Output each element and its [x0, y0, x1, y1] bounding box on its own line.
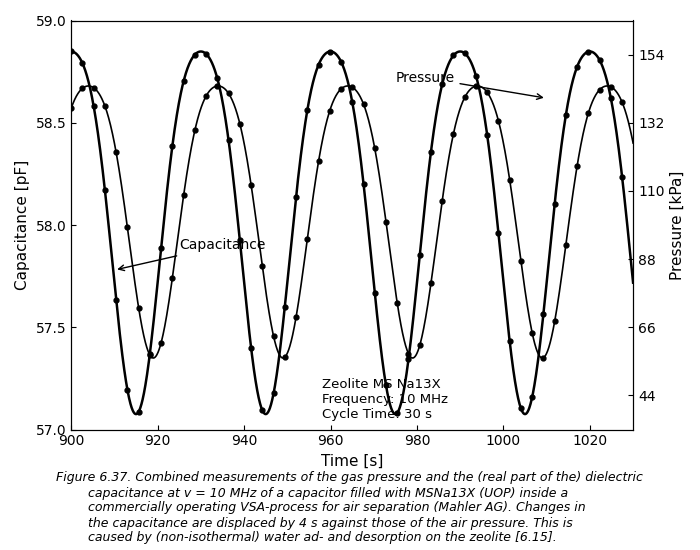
Text: Zeolite MS Na13X
Frequency: 10 MHz
Cycle Time: 30 s: Zeolite MS Na13X Frequency: 10 MHz Cycle… — [322, 378, 448, 421]
Y-axis label: Capacitance [pF]: Capacitance [pF] — [15, 160, 30, 290]
Text: Figure 6.37. Combined measurements of the gas pressure and the (real part of the: Figure 6.37. Combined measurements of th… — [56, 471, 643, 544]
Text: Pressure: Pressure — [395, 71, 542, 100]
X-axis label: Time [s]: Time [s] — [321, 454, 384, 469]
Text: Capacitance: Capacitance — [118, 239, 265, 271]
Y-axis label: Pressure [kPa]: Pressure [kPa] — [670, 170, 685, 280]
